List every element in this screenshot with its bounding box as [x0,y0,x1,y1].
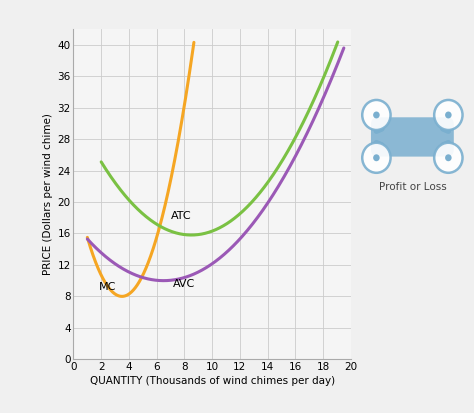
FancyBboxPatch shape [371,117,454,157]
Text: ATC: ATC [171,211,191,221]
Circle shape [434,143,463,173]
Text: AVC: AVC [173,279,196,289]
Text: Profit or Loss: Profit or Loss [379,182,446,192]
Circle shape [445,112,452,119]
Circle shape [445,154,452,161]
Circle shape [362,100,391,130]
Text: MC: MC [99,282,116,292]
X-axis label: QUANTITY (Thousands of wind chimes per day): QUANTITY (Thousands of wind chimes per d… [90,376,335,386]
Circle shape [373,112,380,119]
Circle shape [373,154,380,161]
Y-axis label: PRICE (Dollars per wind chime): PRICE (Dollars per wind chime) [43,113,53,275]
Circle shape [434,100,463,130]
Circle shape [362,143,391,173]
